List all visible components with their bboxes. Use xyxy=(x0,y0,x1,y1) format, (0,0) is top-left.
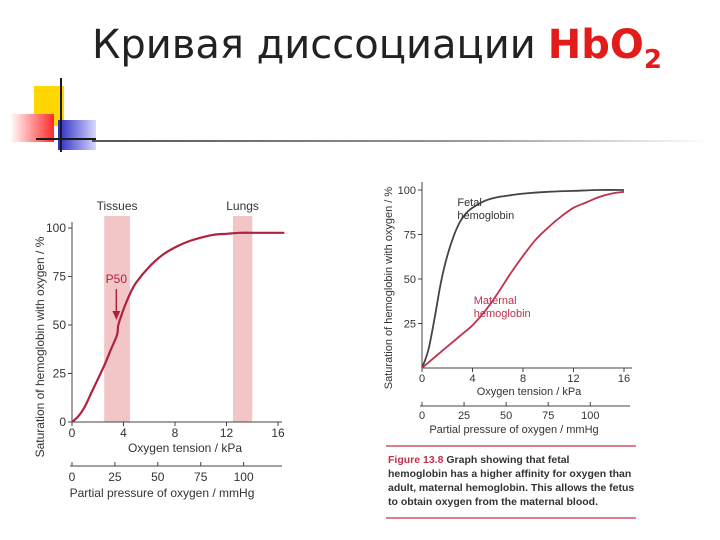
x2-tick-label-3: 75 xyxy=(542,410,554,422)
title-formula-main: HbO xyxy=(547,22,644,68)
x2-tick-label-0: 0 xyxy=(419,410,425,422)
x-axis-title: Oxygen tension / kPa xyxy=(128,441,242,455)
x2-tick-label-1: 25 xyxy=(108,470,122,484)
caption-text-segment: hemoglobin has a higher affinity for oxy… xyxy=(388,468,631,480)
x-tick-label-4: 16 xyxy=(618,373,630,385)
band-label-1: Lungs xyxy=(226,199,259,213)
y-tick-label-0: 25 xyxy=(404,319,416,331)
title-formula: HbO2 xyxy=(547,22,662,75)
caption-figure-label: Figure 13.8 xyxy=(388,454,444,466)
fetal-maternal-chart: 25 50 75 100 0 4 8 12 16 Oxygen tension / kPa 0 25 5… xyxy=(383,182,636,519)
y-axis-title: Saturation of hemoglobin with oxygen / % xyxy=(383,187,395,390)
x-tick-label-2: 8 xyxy=(172,426,179,440)
y-tick-label-1: 50 xyxy=(404,274,416,286)
y-tick-label-1: 25 xyxy=(53,367,67,381)
title-underline xyxy=(92,140,712,142)
x2-tick-label-0: 0 xyxy=(69,470,76,484)
band-0 xyxy=(104,216,130,422)
title-text: Кривая диссоциации xyxy=(92,22,536,68)
y-tick-label-3: 100 xyxy=(398,185,416,197)
series-line-0 xyxy=(421,189,625,369)
page-title: Кривая диссоциации HbO2 xyxy=(92,22,662,75)
x-tick-label-0: 0 xyxy=(69,426,76,440)
x-tick-label-1: 4 xyxy=(120,426,127,440)
series-label-fetal-line1: Fetal xyxy=(457,197,481,209)
p50-arrow-head xyxy=(112,311,121,320)
deco-red-square xyxy=(10,114,54,142)
caption-line-1: hemoglobin has a higher affinity for oxy… xyxy=(388,468,631,480)
deco-vertical-line xyxy=(60,78,62,152)
deco-blue-square xyxy=(58,120,96,150)
caption-text-segment: adult, maternal hemoglobin. This allows … xyxy=(388,482,634,494)
y-tick-label-2: 75 xyxy=(404,230,416,242)
curve-line xyxy=(71,231,285,423)
dissociation-chart: Tissues Lungs 0 25 50 75 100 0 4 8 12 16 Oxygen tens… xyxy=(33,199,285,500)
x-tick-label-3: 12 xyxy=(567,373,579,385)
y-tick-label-0: 0 xyxy=(59,415,66,429)
y-tick-label-3: 75 xyxy=(53,270,67,284)
x-tick-label-3: 12 xyxy=(220,426,234,440)
caption-line-2: adult, maternal hemoglobin. This allows … xyxy=(388,482,634,494)
x-axis-title: Oxygen tension / kPa xyxy=(477,386,582,398)
x-tick-label-2: 8 xyxy=(520,373,526,385)
x2-tick-label-4: 100 xyxy=(581,410,599,422)
band-label-0: Tissues xyxy=(97,199,138,213)
y-tick-label-4: 100 xyxy=(46,221,66,235)
caption-text-segment: to obtain oxygen from the maternal blood… xyxy=(388,496,598,508)
x2-tick-label-2: 50 xyxy=(151,470,165,484)
x2-axis-title: Partial pressure of oxygen / mmHg xyxy=(70,486,255,500)
x-tick-label-1: 4 xyxy=(469,373,475,385)
caption-line-0: Figure 13.8 Graph showing that fetal xyxy=(388,454,570,466)
title-formula-subscript: 2 xyxy=(643,45,662,75)
x-tick-label-4: 16 xyxy=(271,426,285,440)
band-1 xyxy=(232,216,253,422)
x2-tick-label-2: 50 xyxy=(500,410,512,422)
x2-tick-label-3: 75 xyxy=(194,470,208,484)
y-tick-label-2: 50 xyxy=(53,318,67,332)
x-tick-label-0: 0 xyxy=(419,373,425,385)
y-axis-title: Saturation of hemoglobin with oxygen / % xyxy=(33,236,47,457)
x2-tick-label-4: 100 xyxy=(234,470,254,484)
deco-horizontal-line xyxy=(36,138,96,140)
caption-text-segment: Graph showing that fetal xyxy=(443,454,569,466)
series-label-fetal-line2: hemoglobin xyxy=(457,210,514,222)
x2-tick-label-1: 25 xyxy=(458,410,470,422)
series-line-1 xyxy=(421,190,625,369)
p50-label: P50 xyxy=(106,272,128,286)
caption-line-3: to obtain oxygen from the maternal blood… xyxy=(388,496,598,508)
x2-axis-title: Partial pressure of oxygen / mmHg xyxy=(429,424,598,436)
series-label-maternal-line1: Maternal xyxy=(474,295,517,307)
series-label-maternal-line2: hemoglobin xyxy=(474,308,531,320)
